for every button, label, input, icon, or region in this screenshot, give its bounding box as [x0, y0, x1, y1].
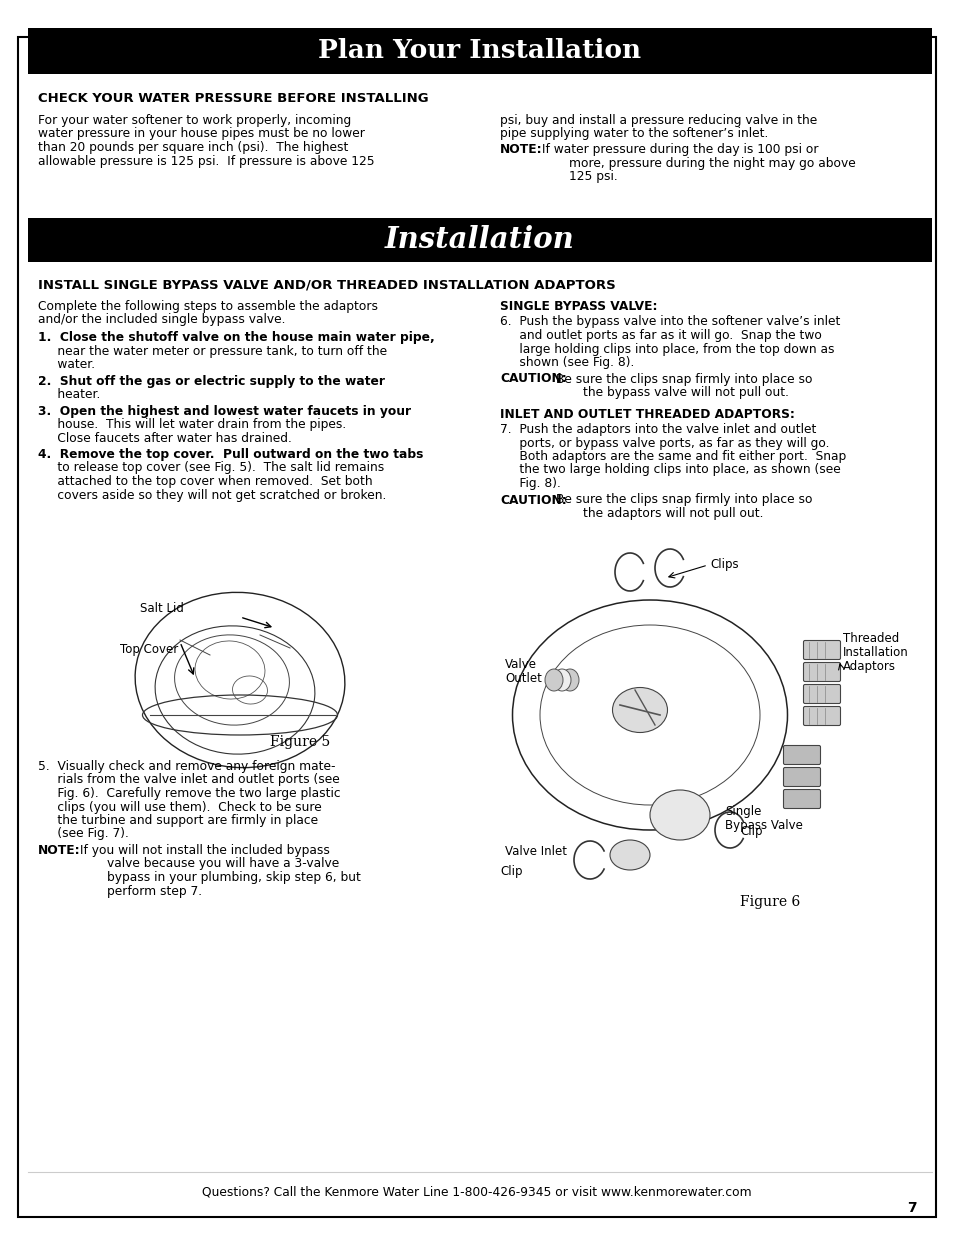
Text: and outlet ports as far as it will go.  Snap the two: and outlet ports as far as it will go. S…	[499, 329, 821, 342]
Text: Installation: Installation	[385, 226, 575, 254]
Text: covers aside so they will not get scratched or broken.: covers aside so they will not get scratc…	[38, 489, 386, 501]
Text: rials from the valve inlet and outlet ports (see: rials from the valve inlet and outlet po…	[38, 773, 339, 787]
Text: CHECK YOUR WATER PRESSURE BEFORE INSTALLING: CHECK YOUR WATER PRESSURE BEFORE INSTALL…	[38, 91, 428, 105]
Ellipse shape	[544, 669, 562, 692]
Text: Clip: Clip	[499, 864, 522, 878]
Text: attached to the top cover when removed.  Set both: attached to the top cover when removed. …	[38, 475, 373, 488]
Text: 125 psi.: 125 psi.	[537, 170, 618, 183]
Text: Single: Single	[724, 805, 760, 818]
Text: INSTALL SINGLE BYPASS VALVE AND/OR THREADED INSTALLATION ADAPTORS: INSTALL SINGLE BYPASS VALVE AND/OR THREA…	[38, 278, 615, 291]
Text: (see Fig. 7).: (see Fig. 7).	[38, 827, 129, 841]
Text: Close faucets after water has drained.: Close faucets after water has drained.	[38, 431, 292, 445]
Text: Threaded: Threaded	[842, 632, 899, 645]
Text: perform step 7.: perform step 7.	[76, 884, 202, 898]
Text: CAUTION:: CAUTION:	[499, 373, 566, 385]
Text: Clips: Clips	[709, 558, 738, 571]
Text: NOTE:: NOTE:	[499, 143, 542, 156]
Text: 4.  Remove the top cover.  Pull outward on the two tabs: 4. Remove the top cover. Pull outward on…	[38, 448, 423, 461]
Text: 7: 7	[906, 1200, 916, 1215]
Text: If water pressure during the day is 100 psi or: If water pressure during the day is 100 …	[537, 143, 818, 156]
Text: shown (see Fig. 8).: shown (see Fig. 8).	[499, 356, 634, 369]
Text: Fig. 8).: Fig. 8).	[499, 477, 560, 490]
Text: large holding clips into place, from the top down as: large holding clips into place, from the…	[499, 342, 834, 356]
Text: allowable pressure is 125 psi.  If pressure is above 125: allowable pressure is 125 psi. If pressu…	[38, 154, 375, 168]
Text: NOTE:: NOTE:	[38, 844, 81, 857]
Text: For your water softener to work properly, incoming: For your water softener to work properly…	[38, 114, 351, 127]
Text: Be sure the clips snap firmly into place so: Be sure the clips snap firmly into place…	[552, 494, 812, 506]
Text: bypass in your plumbing, skip step 6, but: bypass in your plumbing, skip step 6, bu…	[76, 871, 360, 884]
Text: 7.  Push the adaptors into the valve inlet and outlet: 7. Push the adaptors into the valve inle…	[499, 424, 816, 436]
Text: Salt Lid: Salt Lid	[140, 601, 184, 615]
Text: house.  This will let water drain from the pipes.: house. This will let water drain from th…	[38, 417, 346, 431]
Text: water pressure in your house pipes must be no lower: water pressure in your house pipes must …	[38, 127, 364, 141]
Bar	[28, 219, 931, 262]
Text: Installation: Installation	[842, 646, 908, 659]
Text: Complete the following steps to assemble the adaptors: Complete the following steps to assemble…	[38, 300, 377, 312]
FancyBboxPatch shape	[802, 706, 840, 725]
Text: and/or the included single bypass valve.: and/or the included single bypass valve.	[38, 314, 285, 326]
Text: than 20 pounds per square inch (psi).  The highest: than 20 pounds per square inch (psi). Th…	[38, 141, 348, 154]
Ellipse shape	[560, 669, 578, 692]
FancyBboxPatch shape	[802, 684, 840, 704]
Text: the two large holding clips into place, as shown (see: the two large holding clips into place, …	[499, 463, 840, 477]
Text: to release top cover (see Fig. 5).  The salt lid remains: to release top cover (see Fig. 5). The s…	[38, 462, 384, 474]
Text: 5.  Visually check and remove any foreign mate-: 5. Visually check and remove any foreign…	[38, 760, 335, 773]
Text: Both adaptors are the same and fit either port.  Snap: Both adaptors are the same and fit eithe…	[499, 450, 845, 463]
Text: the turbine and support are firmly in place: the turbine and support are firmly in pl…	[38, 814, 317, 827]
Text: Top Cover: Top Cover	[120, 643, 178, 657]
Text: Be sure the clips snap firmly into place so: Be sure the clips snap firmly into place…	[552, 373, 812, 385]
Ellipse shape	[649, 790, 709, 840]
FancyBboxPatch shape	[782, 746, 820, 764]
Text: Valve Inlet: Valve Inlet	[504, 845, 566, 858]
Text: pipe supplying water to the softener’s inlet.: pipe supplying water to the softener’s i…	[499, 127, 767, 141]
Text: the adaptors will not pull out.: the adaptors will not pull out.	[552, 508, 762, 520]
FancyBboxPatch shape	[802, 641, 840, 659]
Text: 6.  Push the bypass valve into the softener valve’s inlet: 6. Push the bypass valve into the soften…	[499, 315, 840, 329]
Text: clips (you will use them).  Check to be sure: clips (you will use them). Check to be s…	[38, 800, 321, 814]
Text: Outlet: Outlet	[504, 672, 541, 685]
Text: water.: water.	[38, 358, 95, 370]
Text: Plan Your Installation: Plan Your Installation	[318, 38, 640, 63]
Text: CAUTION:: CAUTION:	[499, 494, 566, 506]
FancyBboxPatch shape	[782, 789, 820, 809]
Text: the bypass valve will not pull out.: the bypass valve will not pull out.	[552, 387, 788, 399]
Bar	[28, 28, 931, 74]
Text: 1.  Close the shutoff valve on the house main water pipe,: 1. Close the shutoff valve on the house …	[38, 331, 435, 345]
Text: Valve: Valve	[504, 658, 537, 671]
Text: more, pressure during the night may go above: more, pressure during the night may go a…	[537, 157, 855, 169]
Text: Fig. 6).  Carefully remove the two large plastic: Fig. 6). Carefully remove the two large …	[38, 787, 340, 800]
Text: 3.  Open the highest and lowest water faucets in your: 3. Open the highest and lowest water fau…	[38, 405, 411, 417]
Text: valve because you will have a 3-valve: valve because you will have a 3-valve	[76, 857, 339, 871]
Text: If you will not install the included bypass: If you will not install the included byp…	[76, 844, 330, 857]
Text: Questions? Call the Kenmore Water Line 1-800-426-9345 or visit www.kenmorewater.: Questions? Call the Kenmore Water Line 1…	[202, 1186, 751, 1198]
Ellipse shape	[553, 669, 571, 692]
Text: INLET AND OUTLET THREADED ADAPTORS:: INLET AND OUTLET THREADED ADAPTORS:	[499, 408, 794, 420]
Ellipse shape	[612, 688, 667, 732]
Text: psi, buy and install a pressure reducing valve in the: psi, buy and install a pressure reducing…	[499, 114, 817, 127]
Text: ports, or bypass valve ports, as far as they will go.: ports, or bypass valve ports, as far as …	[499, 436, 828, 450]
Text: SINGLE BYPASS VALVE:: SINGLE BYPASS VALVE:	[499, 300, 657, 312]
Text: Adaptors: Adaptors	[842, 659, 895, 673]
Text: 2.  Shut off the gas or electric supply to the water: 2. Shut off the gas or electric supply t…	[38, 374, 385, 388]
Text: Figure 5: Figure 5	[270, 735, 330, 748]
FancyBboxPatch shape	[782, 767, 820, 787]
Text: heater.: heater.	[38, 388, 100, 401]
Text: Figure 6: Figure 6	[740, 895, 800, 909]
Text: near the water meter or pressure tank, to turn off the: near the water meter or pressure tank, t…	[38, 345, 387, 357]
Text: Bypass Valve: Bypass Valve	[724, 819, 802, 832]
Ellipse shape	[609, 840, 649, 869]
FancyBboxPatch shape	[802, 662, 840, 682]
Text: Clip: Clip	[740, 825, 761, 839]
